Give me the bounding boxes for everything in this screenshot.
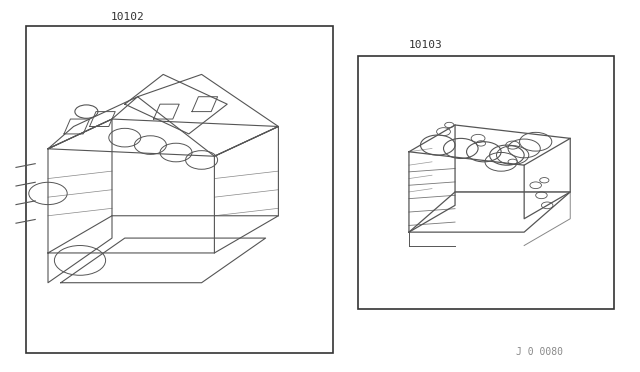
Text: J 0 0080: J 0 0080 bbox=[516, 347, 563, 357]
Bar bbox=[26, 26, 333, 353]
Bar bbox=[358, 56, 614, 309]
Text: 10103: 10103 bbox=[409, 40, 442, 49]
Text: 10102: 10102 bbox=[111, 12, 145, 22]
